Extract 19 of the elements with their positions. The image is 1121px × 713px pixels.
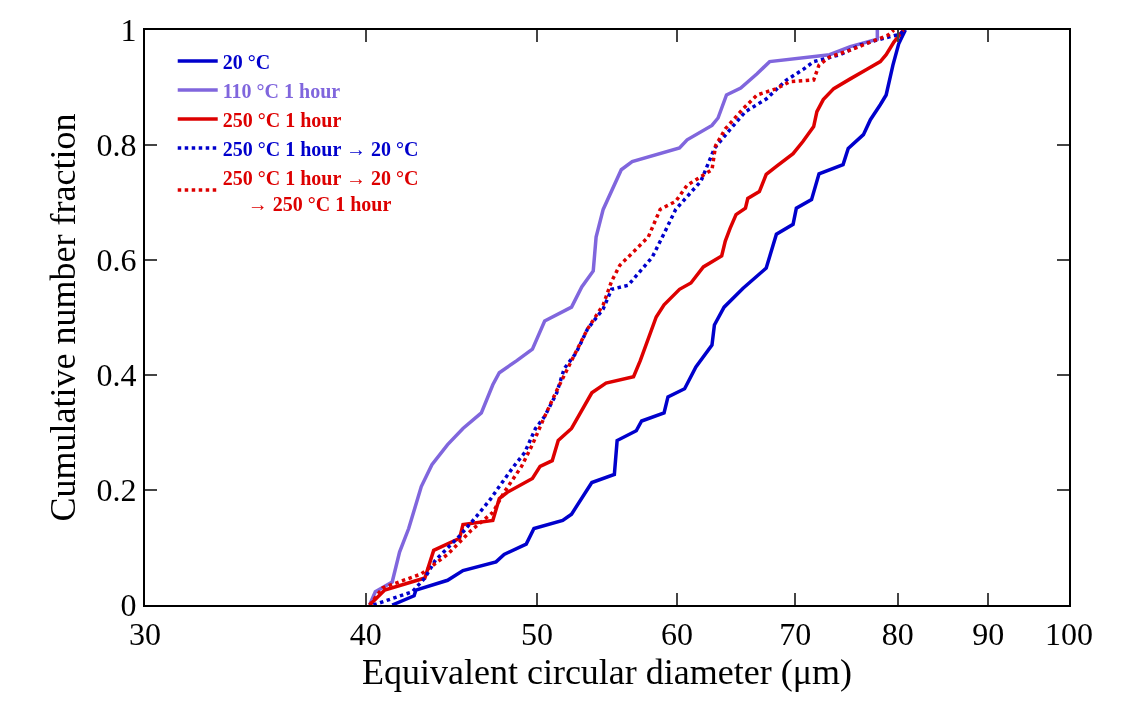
- legend-label: 250 °C 1 hour → 20 °C → 250 °C 1 hour: [222, 166, 419, 215]
- x-tick-label: 90: [972, 616, 1005, 653]
- x-tick-label: 40: [349, 616, 382, 653]
- y-tick-label: 0.2: [96, 472, 137, 509]
- x-tick-label: 60: [660, 616, 693, 653]
- y-tick-label: 1: [120, 12, 137, 49]
- y-tick-label: 0.4: [96, 357, 137, 394]
- x-axis-title: Equivalent circular diameter (μm): [361, 652, 853, 693]
- legend-label: 250 °C 1 hour: [222, 108, 342, 131]
- legend-label: 20 °C: [222, 50, 271, 73]
- legend-label: 250 °C 1 hour → 20 °C: [222, 137, 419, 160]
- y-axis-title: Cumulative number fraction: [43, 113, 83, 522]
- y-tick-label: 0.6: [96, 242, 137, 279]
- y-tick-label: 0.8: [96, 127, 137, 164]
- legend-label: 110 °C 1 hour: [222, 79, 341, 102]
- x-tick-label: 70: [779, 616, 812, 653]
- x-tick-label: 50: [521, 616, 554, 653]
- x-tick-label: 100: [1045, 616, 1093, 653]
- x-tick-label: 80: [881, 616, 914, 653]
